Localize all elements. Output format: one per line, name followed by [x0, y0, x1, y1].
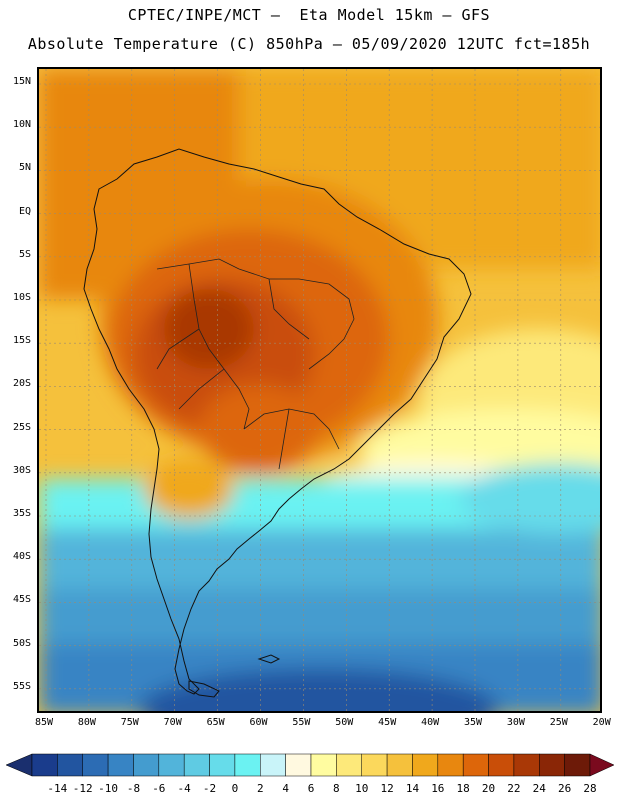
lat-tick-label: 40S: [12, 551, 31, 563]
colorbar-tick-label: 26: [558, 782, 572, 795]
colorbar-swatch: [133, 753, 160, 777]
lon-tick-label: 25W: [549, 717, 568, 728]
colorbar-swatch: [412, 753, 439, 777]
colorbar-tick-label: -10: [98, 782, 119, 795]
colorbar-tick-label: 0: [231, 782, 239, 795]
lon-tick-label: 55W: [292, 717, 311, 728]
lat-tick-label: 5S: [18, 248, 31, 260]
temperature-bands: [39, 69, 600, 711]
colorbar-swatch: [107, 753, 134, 777]
colorbar-swatch: [336, 753, 362, 777]
tierra-del-fuego: [188, 680, 220, 698]
temperature-field: [39, 69, 600, 711]
colorbar-swatch: [462, 753, 489, 777]
colorbar-tick-label: -4: [177, 782, 191, 795]
lat-tick-label: 5N: [18, 162, 31, 174]
colorbar-tick-label: 20: [481, 782, 496, 795]
colorbar-tick-label: 8: [333, 782, 340, 795]
colorbar-tick-label: 28: [583, 782, 597, 795]
temperature-map: [37, 67, 602, 713]
map-title: CPTEC/INPE/MCT – Eta Model 15km – GFS: [127, 6, 491, 24]
colorbar-tick-label: 10: [355, 782, 369, 795]
falkland-islands: [257, 654, 281, 664]
colorbar-tick-label: 22: [507, 782, 521, 795]
lon-tick-label: 65W: [206, 717, 225, 728]
colorbar-tick-label: 14: [405, 782, 420, 795]
colorbar-under-arrow: [5, 753, 33, 777]
lon-tick-label: 45W: [378, 717, 397, 728]
colorbar-tick-label: 16: [431, 782, 445, 795]
lat-tick-label: 10S: [12, 292, 31, 303]
lat-tick-label: 55S: [12, 680, 31, 692]
lon-tick-label: 80W: [77, 717, 96, 728]
lat-tick-label: 25S: [12, 421, 31, 433]
colorbar-swatch: [361, 753, 388, 777]
lon-tick-label: 60W: [249, 717, 268, 728]
lon-tick-label: 70W: [163, 717, 182, 728]
lat-tick-label: 30S: [12, 464, 31, 476]
lat-tick-label: 10N: [12, 119, 31, 131]
colorbar-swatch: [564, 753, 591, 777]
colorbar-tick-label: -8: [126, 782, 141, 795]
colorbar-swatch: [539, 753, 565, 777]
lat-tick-label: 35S: [12, 508, 31, 519]
colorbar-tick-label: -6: [152, 782, 166, 795]
lon-tick-label: 75W: [120, 717, 139, 728]
south-america-coastline: [83, 148, 472, 695]
colorbar-swatch: [386, 753, 413, 777]
lat-tick-label: 15N: [12, 76, 31, 87]
colorbar-swatch: [260, 753, 286, 777]
colorbar-tick-label: 24: [532, 782, 546, 795]
lon-tick-label: 40W: [421, 717, 440, 728]
colorbar-swatch: [57, 753, 83, 777]
map-subtitle: Absolute Temperature (C) 850hPa – 05/09/…: [27, 35, 591, 53]
lat-tick-label: EQ: [18, 205, 31, 217]
lon-tick-label: 30W: [506, 717, 525, 728]
colorbar-swatch: [513, 753, 540, 777]
colorbar-tick-label: 18: [456, 782, 470, 795]
lon-tick-label: 35W: [463, 717, 483, 728]
lon-tick-label: 50W: [335, 717, 354, 728]
country-borders: [156, 258, 355, 470]
colorbar-tick-label: -14: [47, 782, 68, 795]
colorbar-tick-label: 4: [282, 782, 289, 795]
colorbar-swatch: [437, 753, 464, 777]
colorbar: [5, 753, 615, 777]
lat-tick-label: 50S: [12, 637, 31, 649]
lat-lon-grid: [39, 69, 600, 711]
colorbar-tick-label: 2: [256, 782, 264, 795]
lon-tick-label: 20W: [592, 717, 611, 728]
colorbar-tick-label: -2: [202, 782, 217, 795]
colorbar-swatch: [31, 753, 58, 777]
colorbar-swatch: [209, 753, 236, 777]
colorbar-swatch: [158, 753, 185, 777]
colorbar-over-arrow: [589, 753, 615, 777]
lat-tick-label: 20S: [12, 378, 31, 390]
colorbar-swatch: [82, 753, 109, 777]
colorbar-swatch: [310, 753, 337, 777]
colorbar-swatch: [488, 753, 515, 777]
lat-tick-label: 45S: [12, 594, 31, 606]
colorbar-tick-label: 12: [380, 782, 394, 795]
lon-tick-label: 85W: [34, 717, 54, 728]
colorbar-swatch: [183, 753, 210, 777]
colorbar-swatch: [285, 753, 312, 777]
colorbar-swatch: [234, 753, 261, 777]
lat-tick-label: 15S: [12, 335, 31, 347]
colorbar-tick-label: 6: [307, 782, 315, 795]
colorbar-tick-label: -12: [72, 782, 93, 795]
